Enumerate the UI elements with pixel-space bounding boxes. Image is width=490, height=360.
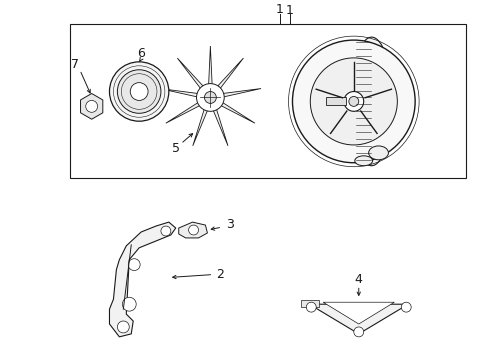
Circle shape [344, 91, 364, 111]
Circle shape [118, 70, 161, 113]
Circle shape [306, 302, 316, 312]
Bar [326, 98, 346, 105]
Polygon shape [210, 98, 228, 146]
Polygon shape [210, 58, 244, 98]
Circle shape [128, 259, 140, 271]
Circle shape [122, 297, 136, 311]
Polygon shape [109, 222, 176, 337]
Text: 3: 3 [226, 217, 234, 230]
Circle shape [196, 84, 224, 111]
Circle shape [204, 91, 216, 103]
Circle shape [86, 100, 98, 112]
Polygon shape [166, 98, 210, 123]
Circle shape [354, 327, 364, 337]
Ellipse shape [355, 156, 372, 166]
Text: 2: 2 [216, 268, 224, 281]
Circle shape [130, 83, 148, 100]
Ellipse shape [368, 146, 389, 160]
Circle shape [310, 58, 397, 145]
Polygon shape [210, 89, 261, 98]
Text: 7: 7 [71, 58, 79, 71]
Polygon shape [323, 302, 394, 324]
Ellipse shape [358, 52, 386, 151]
Polygon shape [179, 222, 207, 238]
Circle shape [293, 40, 415, 163]
Polygon shape [210, 98, 255, 123]
Circle shape [161, 226, 171, 236]
Polygon shape [208, 46, 212, 98]
Polygon shape [80, 94, 103, 119]
Circle shape [118, 321, 129, 333]
Bar [70, 24, 465, 177]
Polygon shape [309, 304, 408, 334]
Circle shape [109, 62, 169, 121]
Text: 1: 1 [276, 3, 284, 16]
Polygon shape [177, 58, 210, 98]
Circle shape [349, 96, 359, 106]
Ellipse shape [351, 37, 392, 166]
Circle shape [401, 302, 411, 312]
Text: 1: 1 [286, 4, 294, 17]
Text: 4: 4 [355, 273, 363, 286]
Circle shape [189, 225, 198, 235]
Text: 5: 5 [172, 143, 180, 156]
Text: 6: 6 [137, 48, 145, 60]
Bar [301, 300, 319, 307]
Polygon shape [160, 89, 210, 98]
Polygon shape [193, 98, 210, 146]
